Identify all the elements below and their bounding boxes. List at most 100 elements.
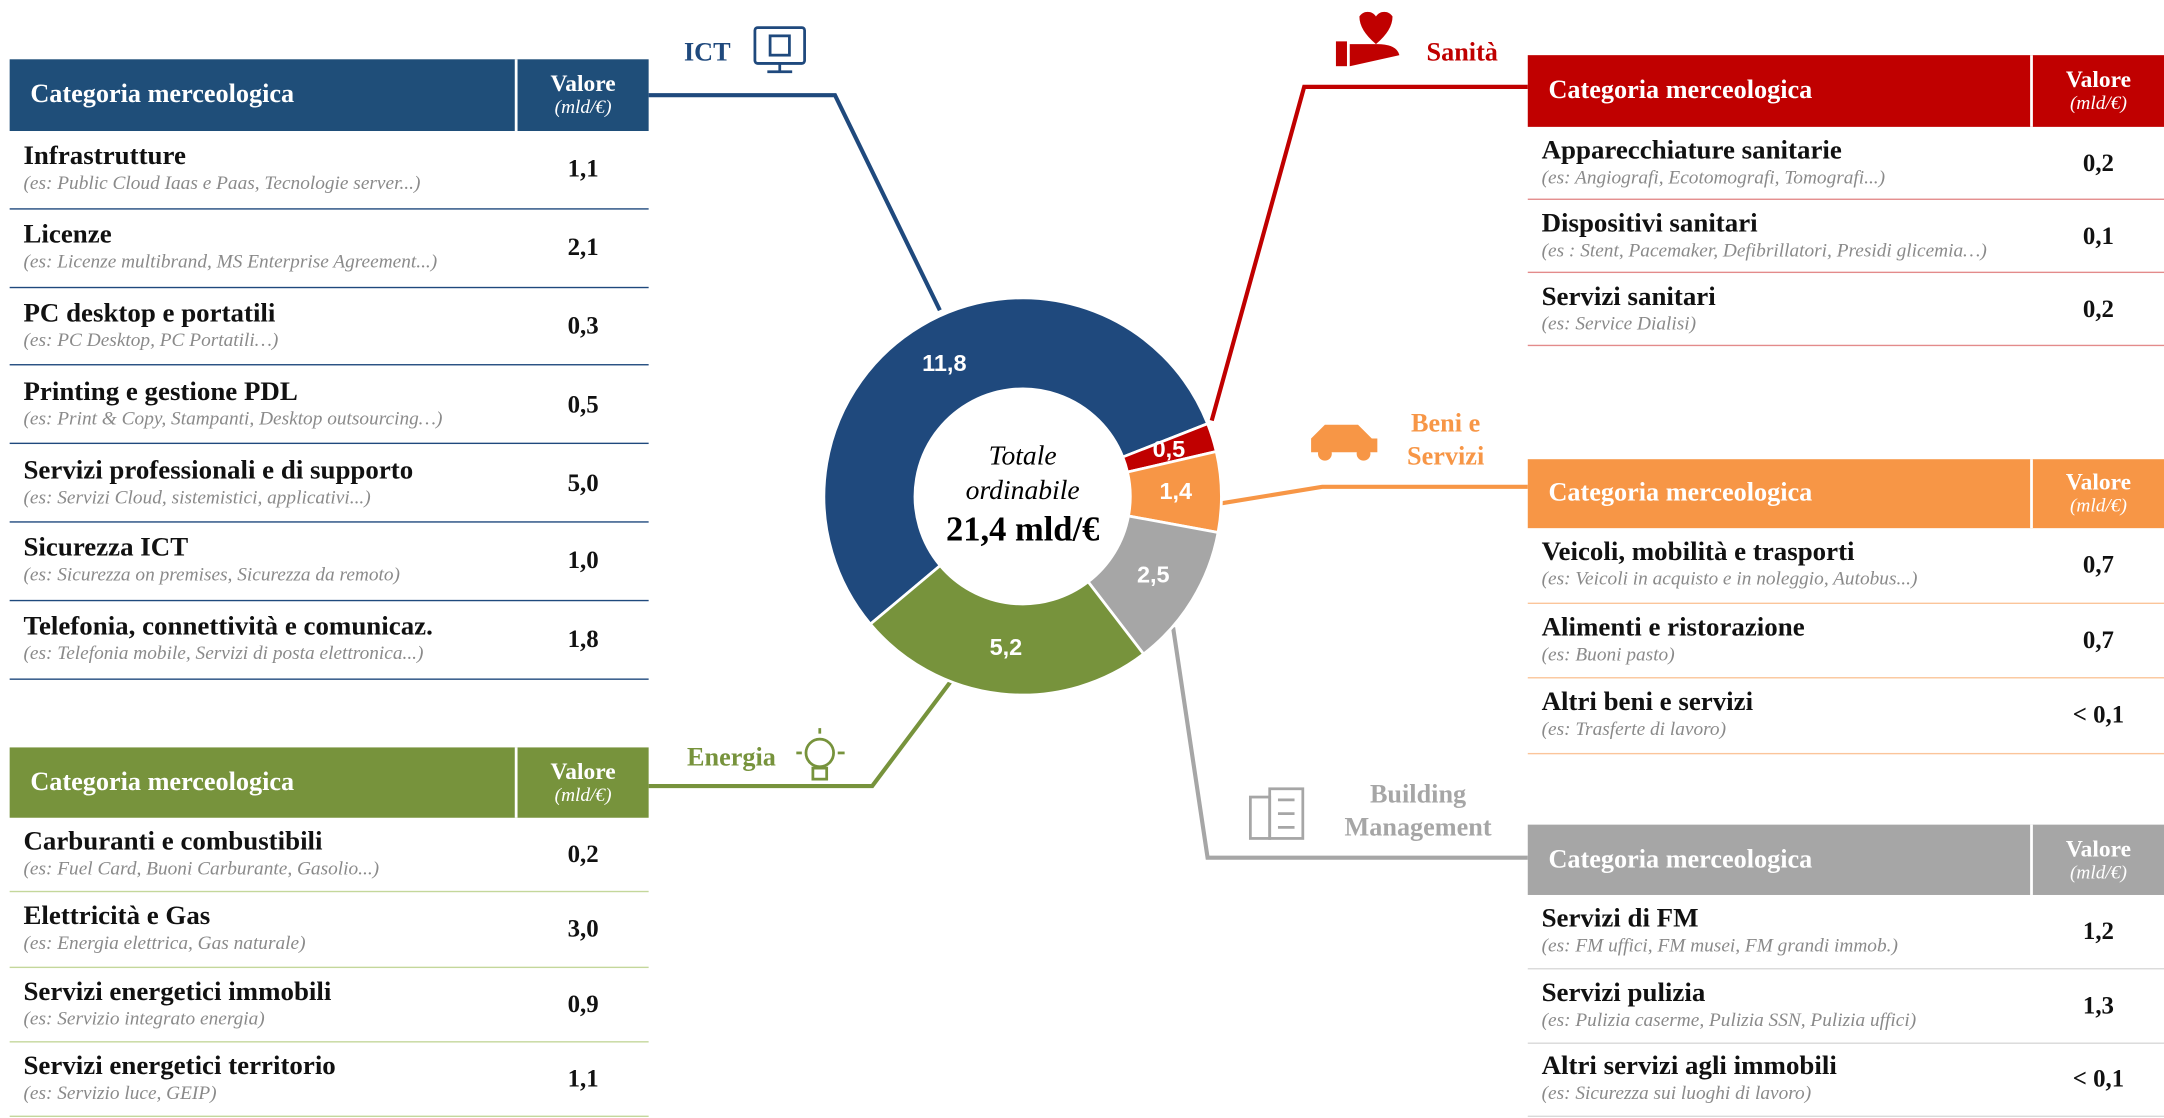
row-example: (es: Trasferte di lavoro) xyxy=(1541,720,1727,741)
segment-label: 1,4 xyxy=(1160,478,1193,504)
row-value: 1,3 xyxy=(2082,991,2114,1019)
row-value: 1,8 xyxy=(567,624,599,653)
table-row: Sicurezza ICT (es: Sicurezza on premises,… xyxy=(9,523,649,601)
row-text: Servizi sanitari (es: Service Dialisi) xyxy=(1528,278,2033,340)
row-name: Carburanti e combustibili xyxy=(23,827,323,857)
table-header: Categoria merceologica Valore (mld/€) xyxy=(9,747,649,818)
row-name: Veicoli, mobilità e trasporti xyxy=(1541,538,1855,568)
connector xyxy=(1221,484,1528,506)
row-name: Servizi di FM xyxy=(1541,904,1699,934)
row-value: 0,7 xyxy=(2082,625,2114,654)
row-example: (es: Service Dialisi) xyxy=(1541,313,1697,335)
table-row: Servizi energetici territorio (es: Serviz… xyxy=(9,1042,649,1118)
row-name: Altri beni e servizi xyxy=(1541,688,1754,718)
center-value: 21,4 mld/€ xyxy=(945,511,1100,549)
row-name: Apparecchiature sanitarie xyxy=(1541,135,1842,165)
segment-label: 5,2 xyxy=(990,634,1023,660)
row-value: 1,1 xyxy=(567,154,599,183)
icon-ict xyxy=(753,26,806,74)
header-unit: (mld/€) xyxy=(554,97,612,119)
row-example: (es: Sicurezza on premises, Sicurezza da… xyxy=(23,565,401,587)
row-example: (es: Fuel Card, Buoni Carburante, Gasoli… xyxy=(23,859,380,880)
row-value: 0,5 xyxy=(567,389,599,418)
row-value: 0,2 xyxy=(567,840,599,868)
row-value: 0,2 xyxy=(2082,294,2114,322)
table-row: PC desktop e portatili (es: PC Desktop, P… xyxy=(9,288,649,366)
row-name: Elettricità e Gas xyxy=(23,902,211,932)
header-category: Categoria merceologica xyxy=(1548,844,1813,874)
row-name: Infrastrutture xyxy=(23,142,186,172)
row-value: 5,0 xyxy=(567,468,599,496)
row-text: Servizi professionali e di supporto (es: … xyxy=(10,452,518,514)
table-row: Telefonia, connettività e comunicaz. (es:… xyxy=(9,601,649,680)
row-example: (es: Licenze multibrand, MS Enterprise A… xyxy=(23,252,438,274)
row-text: Dispositivi sanitari (es : Stent, Pacemak… xyxy=(1528,205,2033,267)
row-value: 0,7 xyxy=(2082,550,2114,579)
section-label: Building Management xyxy=(1344,780,1492,843)
header-category: Categoria merceologica xyxy=(30,79,295,109)
row-text: Alimenti e ristorazione (es: Buoni pasto) xyxy=(1528,609,2033,671)
table-row: Altri beni e servizi (es: Trasferte di la… xyxy=(1527,678,2164,754)
row-example: (es: Veicoli in acquisto e in noleggio, … xyxy=(1541,569,1918,591)
section-label: Sanità xyxy=(1426,38,1498,68)
row-text: Altri beni e servizi (es: Trasferte di la… xyxy=(1528,684,2033,746)
row-value: 2,1 xyxy=(567,233,599,261)
table: Categoria merceologica Valore (mld/€) Servi… xyxy=(1527,824,2164,1118)
table-row: Servizi di FM (es: FM uffici, FM musei, F… xyxy=(1527,895,2164,970)
table-row: Veicoli, mobilità e trasporti (es: Veicol… xyxy=(1527,528,2164,604)
row-name: Servizi energetici immobili xyxy=(23,977,332,1007)
row-example: (es: Servizi Cloud, sistemistici, applic… xyxy=(23,487,371,509)
icon-bulb xyxy=(796,728,845,781)
row-example: (es: Telefonia mobile, Servizi di posta … xyxy=(23,644,424,665)
table-header: Categoria merceologica Valore (mld/€) xyxy=(1527,824,2164,895)
row-text: Carburanti e combustibili (es: Fuel Card,… xyxy=(10,823,518,885)
table: Categoria merceologica Valore (mld/€) Carbu… xyxy=(9,747,649,1118)
row-value: < 0,1 xyxy=(2072,1065,2125,1093)
row-value: 1,2 xyxy=(2082,916,2114,945)
header-value-title: Valore xyxy=(550,757,616,784)
row-example: (es : Stent, Pacemaker, Defibrillatori, … xyxy=(1541,240,1987,262)
header-value: Valore (mld/€) xyxy=(514,747,649,818)
row-example: (es: Servizio luce, GEIP) xyxy=(23,1083,217,1105)
row-example: (es: Sicurezza sui luoghi di lavoro) xyxy=(1541,1084,1812,1106)
table-header: Categoria merceologica Valore (mld/€) xyxy=(9,59,649,132)
row-value: 1,1 xyxy=(567,1064,599,1093)
row-value: 0,9 xyxy=(567,989,599,1018)
row-name: Sicurezza ICT xyxy=(23,534,189,564)
row-name: Servizi sanitari xyxy=(1541,282,1716,311)
connector xyxy=(1171,627,1528,860)
row-name: Servizi energetici territorio xyxy=(23,1052,336,1082)
row-text: Veicoli, mobilità e trasporti (es: Veicol… xyxy=(1528,534,2033,596)
row-example: (es: PC Desktop, PC Portatili…) xyxy=(23,330,279,352)
row-example: (es: Pulizia caserme, Pulizia SSN, Puliz… xyxy=(1541,1010,1917,1032)
row-text: Servizi energetici territorio (es: Serviz… xyxy=(10,1048,518,1110)
table-row: Elettricità e Gas (es: Energia elettrica,… xyxy=(9,893,649,968)
header-unit: (mld/€) xyxy=(2069,862,2127,884)
header-category: Categoria merceologica xyxy=(1548,478,1813,508)
header-value-title: Valore xyxy=(2065,66,2132,93)
table-row: Servizi energetici immobili (es: Servizio… xyxy=(9,967,649,1043)
table-row: Altri servizi agli immobili (es: Sicurezz… xyxy=(1527,1043,2164,1118)
header-value: Valore (mld/€) xyxy=(514,59,649,132)
header-unit: (mld/€) xyxy=(2069,496,2127,518)
table: Categoria merceologica Valore (mld/€) Infra… xyxy=(9,59,649,680)
donut-segment xyxy=(868,563,1146,697)
table-header: Categoria merceologica Valore (mld/€) xyxy=(1527,459,2164,529)
row-text: Infrastrutture (es: Public Cloud Iaas e P… xyxy=(10,138,518,200)
header-value: Valore (mld/€) xyxy=(2030,55,2164,127)
icon-car xyxy=(1311,424,1378,461)
table-row: Servizi pulizia (es: Pulizia caserme, Pul… xyxy=(1527,969,2164,1044)
connectors xyxy=(648,84,1528,860)
row-name: Alimenti e ristorazione xyxy=(1541,613,1805,643)
section-label: ICT xyxy=(683,38,731,68)
segment-label: 2,5 xyxy=(1137,562,1170,588)
header-category: Categoria merceologica xyxy=(1548,75,1813,105)
row-name: PC desktop e portatili xyxy=(23,299,276,329)
row-text: Licenze (es: Licenze multibrand, MS Enter… xyxy=(10,217,518,279)
row-name: Dispositivi sanitari xyxy=(1541,208,1758,238)
row-text: Printing e gestione PDL (es: Print & Copy… xyxy=(10,373,518,435)
header-value-title: Valore xyxy=(550,70,616,97)
